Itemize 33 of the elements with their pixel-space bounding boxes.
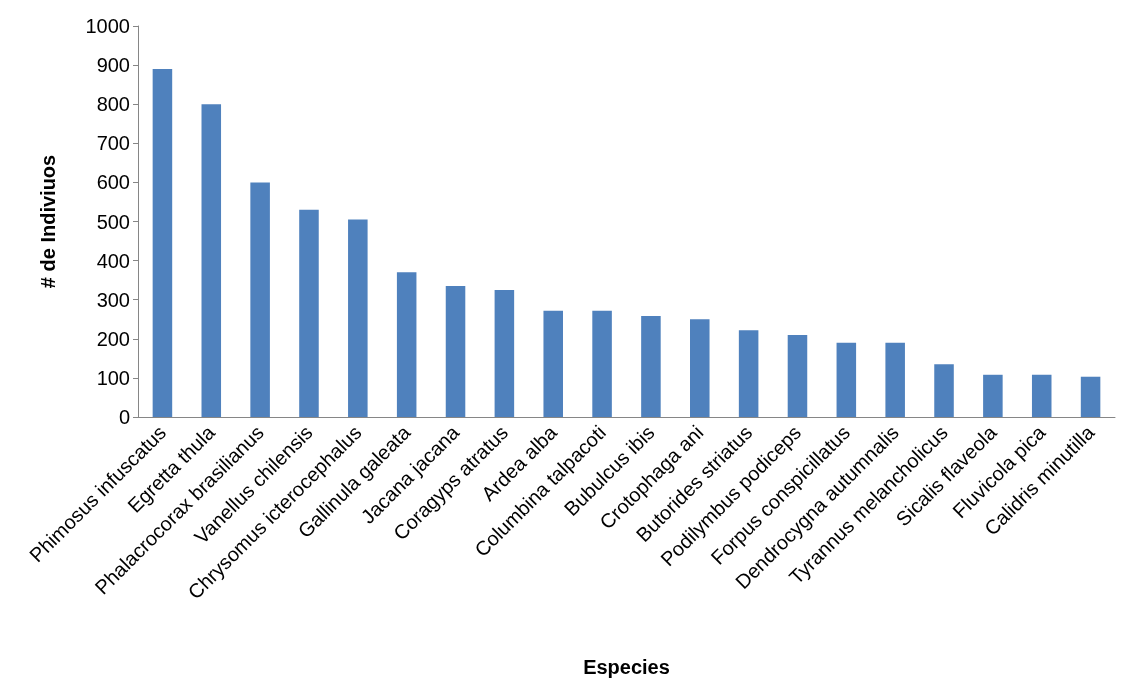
y-tick-label: 900	[96, 54, 130, 77]
bar	[445, 286, 466, 417]
y-tick-label: 700	[96, 132, 130, 155]
bar	[348, 219, 368, 417]
bar	[592, 310, 612, 417]
y-tick-label: 600	[96, 171, 130, 194]
bar	[152, 69, 173, 417]
y-tick-label: 300	[96, 288, 130, 311]
bar	[690, 319, 710, 417]
bar	[494, 289, 515, 417]
bar	[1031, 374, 1052, 417]
y-tick-label: 1000	[85, 15, 130, 37]
y-tick-label: 100	[96, 366, 130, 389]
bar	[787, 334, 808, 417]
y-tick-label: 200	[96, 327, 130, 350]
bar	[543, 310, 563, 417]
bar	[641, 316, 661, 417]
bar	[885, 342, 905, 417]
bar	[201, 104, 222, 417]
bar	[299, 209, 319, 417]
y-axis-title: # de Indiviuos	[37, 154, 59, 289]
bar	[983, 374, 1003, 417]
bar	[250, 182, 270, 417]
y-tick-label: 500	[96, 210, 130, 233]
y-tick-label: 0	[118, 406, 130, 428]
bar	[738, 330, 759, 417]
bar	[934, 364, 954, 417]
bar	[836, 342, 857, 417]
y-tick-label: 400	[96, 249, 130, 272]
bar	[1080, 376, 1101, 417]
x-axis-title: Especies	[583, 656, 670, 678]
y-tick-label: 800	[96, 93, 130, 116]
bar	[396, 272, 417, 417]
